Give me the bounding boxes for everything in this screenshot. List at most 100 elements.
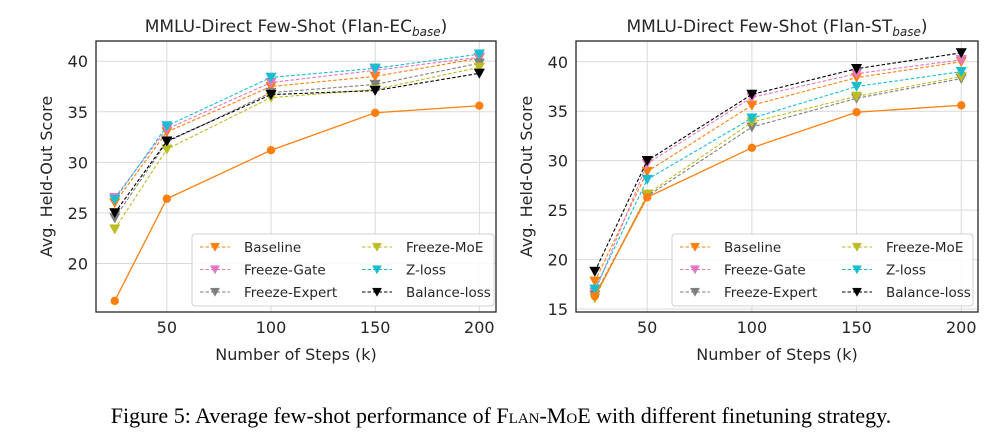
series-line xyxy=(114,62,480,219)
data-point xyxy=(589,284,601,295)
x-tick-label: 200 xyxy=(946,318,977,337)
y-tick-label: 30 xyxy=(68,153,88,172)
x-tick-label: 100 xyxy=(256,318,287,337)
x-tick-label: 50 xyxy=(637,318,657,337)
legend-label: Freeze-Gate xyxy=(244,263,326,279)
data-point xyxy=(589,266,601,277)
data-point xyxy=(161,121,173,132)
data-point xyxy=(589,276,601,287)
legend-label: Freeze-Expert xyxy=(724,285,817,301)
data-point xyxy=(955,48,967,59)
plot-frame xyxy=(575,40,979,313)
data-point xyxy=(642,193,652,202)
legend-label: Balance-loss xyxy=(886,285,971,301)
series-line xyxy=(114,57,480,204)
figure-charts: 50 100 150 200 20 25 30 35 40 Number of Steps (k)… xyxy=(37,17,979,364)
chart-title-close: ) xyxy=(441,17,448,37)
chart-title: MMLU-Direct Few-Shot (Flan-ECbase) xyxy=(145,17,448,39)
data-point xyxy=(473,49,485,60)
data-point xyxy=(109,195,121,206)
legend-item: Baseline xyxy=(200,240,301,256)
y-axis-label: Avg. Held-Out Score xyxy=(517,96,536,257)
chart-title-subscript: base xyxy=(412,25,441,39)
legend-item: Baseline xyxy=(680,240,781,256)
legend-label: Z-loss xyxy=(886,263,926,279)
legend-marker xyxy=(852,287,862,297)
data-point xyxy=(109,224,121,235)
chart-title-subscript: base xyxy=(892,25,921,39)
data-point xyxy=(369,85,381,97)
series-balance-loss xyxy=(589,48,967,277)
legend-item: Freeze-Gate xyxy=(680,263,806,279)
legend-item: Freeze-Expert xyxy=(680,285,817,301)
legend-label: Baseline xyxy=(244,240,301,256)
chart-title-main: MMLU-Direct Few-Shot (Flan-ST xyxy=(626,17,892,37)
legend-label: Freeze-Gate xyxy=(724,263,806,279)
data-point xyxy=(370,108,380,117)
legend-marker xyxy=(690,242,700,252)
figure-caption: Figure 5: Average few-shot performance o… xyxy=(0,403,1002,429)
x-axis-label: Number of Steps (k) xyxy=(696,345,857,364)
legend-label: Freeze-MoE xyxy=(406,240,483,256)
y-tick-label: 20 xyxy=(68,254,88,273)
data-point xyxy=(109,208,121,219)
legend: Baseline Freeze-Gate Freeze-Expert Freeze-M… xyxy=(671,233,974,307)
data-point xyxy=(590,291,600,301)
y-tick-label: 30 xyxy=(548,152,568,171)
y-tick-label: 35 xyxy=(548,102,568,121)
legend-item: Freeze-Expert xyxy=(200,285,337,301)
legend-item: Freeze-MoE xyxy=(842,240,963,256)
y-tick-label: 20 xyxy=(548,251,568,270)
legend-marker xyxy=(372,287,382,297)
y-tick-label: 25 xyxy=(548,201,568,220)
legend-box xyxy=(191,233,495,307)
data-point xyxy=(852,108,861,117)
chart-1: 50 100 150 200 20 25 30 35 40 Number of Steps (k)… xyxy=(37,17,497,364)
caption-prefix: Figure 5: Average few-shot performance o… xyxy=(110,403,497,428)
data-point xyxy=(641,156,653,167)
legend-item: Balance-loss xyxy=(842,285,971,301)
data-point xyxy=(955,66,967,78)
legend: Baseline Freeze-Gate Freeze-Expert Freeze-M… xyxy=(191,233,495,307)
legend-marker xyxy=(690,287,700,297)
series-line xyxy=(114,72,480,214)
legend-marker xyxy=(210,242,220,252)
legend-item: Z-loss xyxy=(842,263,926,279)
legend-label: Baseline xyxy=(724,240,781,256)
legend-marker xyxy=(852,265,862,275)
legend-label: Freeze-MoE xyxy=(886,240,963,256)
data-point xyxy=(473,62,485,73)
x-tick-label: 200 xyxy=(464,318,495,337)
x-axis-label: Number of Steps (k) xyxy=(215,345,376,364)
legend-label: Z-loss xyxy=(406,263,446,279)
data-point xyxy=(162,194,172,203)
legend-label: Freeze-Expert xyxy=(244,285,337,301)
series-z-loss xyxy=(109,49,485,206)
plot-frame xyxy=(95,40,497,313)
series-z-loss xyxy=(589,66,967,295)
data-point xyxy=(369,63,381,74)
x-tick-label: 150 xyxy=(360,318,391,337)
caption-suffix: with different finetuning strategy. xyxy=(590,403,892,428)
legend-item: Z-loss xyxy=(362,263,446,279)
x-tick-label: 100 xyxy=(737,318,768,337)
series-orange-solid xyxy=(110,101,484,306)
chart-2: 50 100 150 200 15 20 25 30 35 40 Number of Steps (… xyxy=(517,17,979,364)
data-point xyxy=(473,68,485,79)
legend-label: Balance-loss xyxy=(406,285,491,301)
data-point xyxy=(850,91,863,102)
data-point xyxy=(957,101,966,110)
y-tick-label: 40 xyxy=(68,52,88,71)
x-tick-label: 50 xyxy=(157,318,177,337)
chart-title-main: MMLU-Direct Few-Shot (Flan-EC xyxy=(145,17,412,37)
data-point xyxy=(369,79,381,90)
data-point xyxy=(161,136,173,147)
legend-marker xyxy=(210,265,220,275)
data-point xyxy=(475,101,484,110)
series-freeze-moe xyxy=(109,62,485,235)
data-point xyxy=(641,174,653,185)
data-point xyxy=(850,64,863,75)
y-tick-label: 15 xyxy=(548,300,568,319)
legend-marker xyxy=(372,265,382,275)
series-balance-loss xyxy=(109,68,485,219)
